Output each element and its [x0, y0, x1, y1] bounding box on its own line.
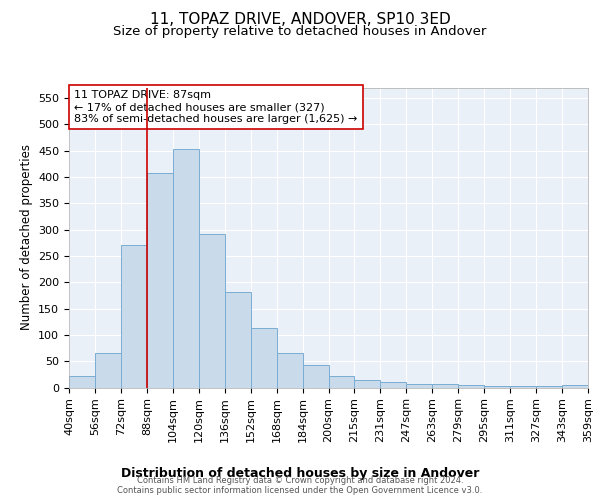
- Bar: [355, 380, 380, 388]
- Bar: [510, 386, 536, 388]
- Bar: [329, 376, 355, 388]
- Bar: [406, 384, 432, 388]
- Text: Contains HM Land Registry data © Crown copyright and database right 2024.
Contai: Contains HM Land Registry data © Crown c…: [118, 476, 482, 495]
- Bar: [433, 384, 458, 388]
- Bar: [121, 246, 147, 388]
- Bar: [484, 386, 510, 388]
- Bar: [95, 354, 121, 388]
- Text: 11 TOPAZ DRIVE: 87sqm
← 17% of detached houses are smaller (327)
83% of semi-det: 11 TOPAZ DRIVE: 87sqm ← 17% of detached …: [74, 90, 358, 124]
- Bar: [458, 385, 484, 388]
- Bar: [147, 173, 173, 388]
- Bar: [277, 354, 302, 388]
- Bar: [302, 366, 329, 388]
- Y-axis label: Number of detached properties: Number of detached properties: [20, 144, 32, 330]
- Bar: [173, 149, 199, 388]
- Text: 11, TOPAZ DRIVE, ANDOVER, SP10 3ED: 11, TOPAZ DRIVE, ANDOVER, SP10 3ED: [149, 12, 451, 28]
- Bar: [199, 234, 224, 388]
- Bar: [225, 292, 251, 388]
- Bar: [562, 385, 588, 388]
- Text: Distribution of detached houses by size in Andover: Distribution of detached houses by size …: [121, 468, 479, 480]
- Bar: [69, 376, 95, 388]
- Bar: [536, 386, 562, 388]
- Text: Size of property relative to detached houses in Andover: Size of property relative to detached ho…: [113, 25, 487, 38]
- Bar: [380, 382, 406, 388]
- Bar: [251, 328, 277, 388]
